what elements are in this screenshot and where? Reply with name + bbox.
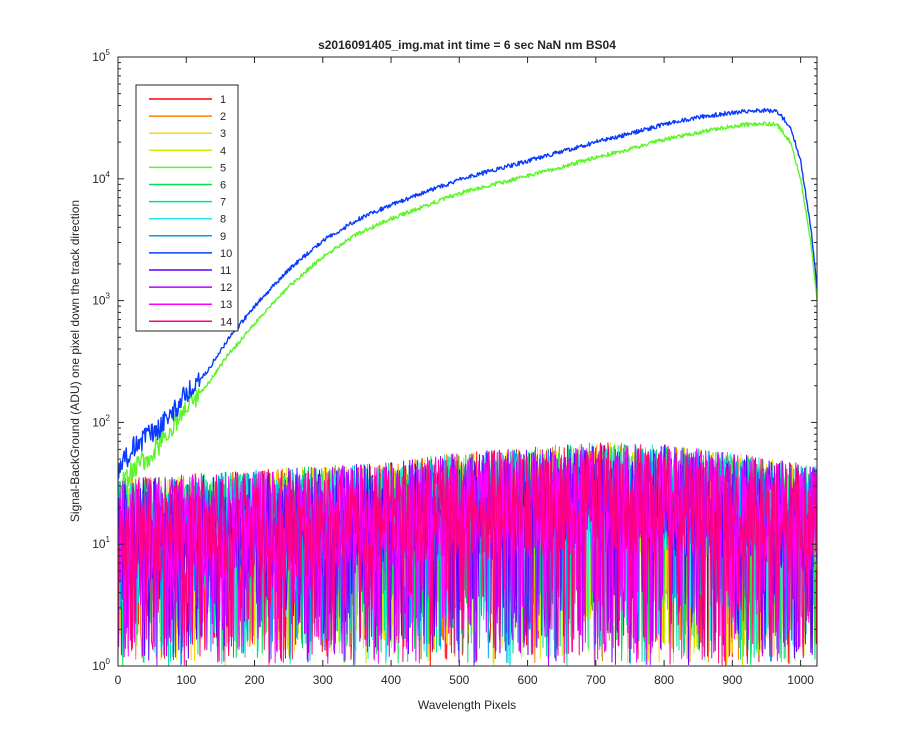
legend-label-8: 8 bbox=[220, 214, 226, 226]
y-tick-label: 100 bbox=[92, 657, 110, 673]
x-axis-label: Wavelength Pixels bbox=[418, 698, 516, 712]
legend-label-5: 5 bbox=[220, 162, 226, 174]
x-tick-label: 500 bbox=[449, 673, 469, 687]
chart-title: s2016091405_img.mat int time = 6 sec NaN… bbox=[318, 38, 616, 52]
series-layer bbox=[117, 107, 818, 667]
y-tick-label: 101 bbox=[92, 535, 110, 551]
axes-frame bbox=[117, 56, 818, 667]
legend-label-14: 14 bbox=[220, 316, 232, 328]
legend-label-3: 3 bbox=[220, 128, 226, 140]
x-tick-label: 100 bbox=[176, 673, 196, 687]
x-tick-label: 400 bbox=[381, 673, 401, 687]
legend-label-10: 10 bbox=[220, 248, 232, 260]
x-tick-label: 200 bbox=[245, 673, 265, 687]
legend-label-6: 6 bbox=[220, 180, 226, 192]
y-tick-label: 105 bbox=[92, 48, 110, 64]
series-line-14 bbox=[117, 442, 818, 666]
legend-label-1: 1 bbox=[220, 94, 226, 106]
legend-label-7: 7 bbox=[220, 197, 226, 209]
y-tick-label: 104 bbox=[92, 170, 110, 186]
x-tick-label: 300 bbox=[313, 673, 333, 687]
legend-label-11: 11 bbox=[220, 265, 231, 277]
legend-label-4: 4 bbox=[220, 145, 226, 157]
legend-label-2: 2 bbox=[220, 111, 226, 123]
legend-label-9: 9 bbox=[220, 231, 226, 243]
legend-label-12: 12 bbox=[220, 282, 232, 294]
x-tick-label: 800 bbox=[654, 673, 674, 687]
y-tick-label: 102 bbox=[92, 413, 110, 429]
tick-layer: 0 100 200 300 400 500 600 700 800 900 100010010110… bbox=[92, 48, 817, 687]
y-tick-label: 103 bbox=[92, 292, 110, 308]
legend-box bbox=[135, 84, 239, 332]
series-line-5 bbox=[117, 121, 818, 494]
x-tick-label: 900 bbox=[722, 673, 742, 687]
x-tick-label: 700 bbox=[586, 673, 606, 687]
x-tick-label: 0 bbox=[115, 673, 122, 687]
y-axis-label: Signal-BackGround (ADU) one pixel down t… bbox=[68, 200, 82, 522]
x-tick-label: 1000 bbox=[787, 673, 814, 687]
legend-label-13: 13 bbox=[220, 299, 232, 311]
series-line-13 bbox=[117, 443, 818, 667]
x-tick-label: 600 bbox=[518, 673, 538, 687]
